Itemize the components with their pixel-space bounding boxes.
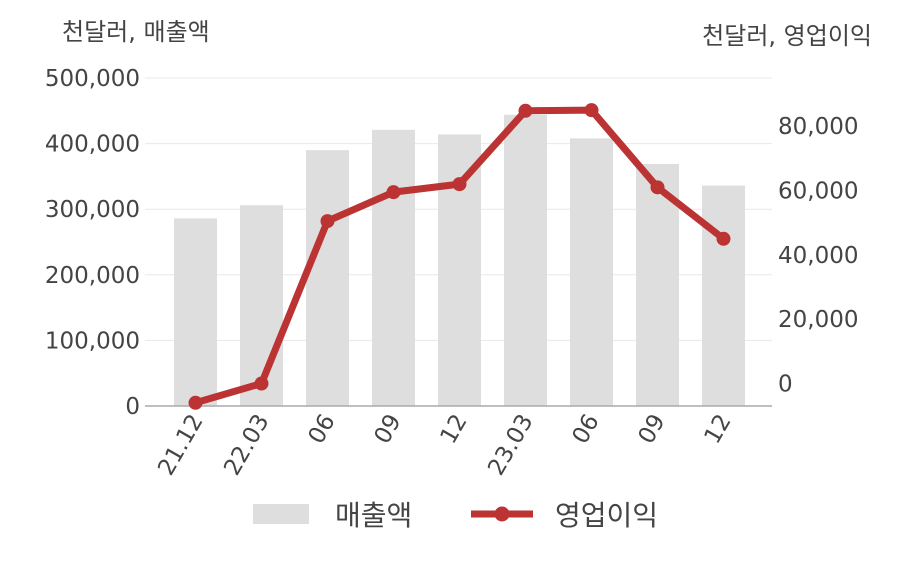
y-left-tick-label: 200,000 xyxy=(45,263,140,289)
revenue-bars xyxy=(174,114,745,407)
bar-revenue xyxy=(570,138,613,407)
x-tick-label: 12 xyxy=(700,410,737,448)
bar-revenue xyxy=(372,129,415,406)
x-tick-label: 09 xyxy=(370,410,407,448)
legend-swatch-revenue xyxy=(253,504,309,524)
point-operating-profit xyxy=(716,231,731,246)
bar-revenue xyxy=(306,150,349,406)
bar-revenue xyxy=(240,205,283,406)
y-left-tick-label: 100,000 xyxy=(45,328,140,354)
x-tick-label: 06 xyxy=(304,410,341,448)
legend-label-revenue: 매출액 xyxy=(335,499,413,532)
bar-revenue xyxy=(504,114,547,407)
operating-profit-line xyxy=(188,103,731,410)
point-operating-profit xyxy=(320,214,335,229)
right-axis-unit-label: 천달러, 영업이익 xyxy=(702,22,872,50)
x-tick-label: 09 xyxy=(634,410,671,448)
legend-swatch-operating-profit xyxy=(471,506,533,522)
x-tick-label: 06 xyxy=(568,410,605,448)
y-left-tick-label: 0 xyxy=(125,394,140,420)
bar-revenue xyxy=(174,218,217,406)
x-tick-label: 21.12 xyxy=(153,410,208,480)
point-operating-profit xyxy=(254,376,269,391)
legend-item-revenue: 매출액 xyxy=(253,492,412,536)
y-left-tick-label: 300,000 xyxy=(45,197,140,223)
tick-labels: 0 100,000 200,000 300,000 400,000 500,000 0 20,… xyxy=(45,66,859,480)
y-left-tick-label: 400,000 xyxy=(45,132,140,158)
legend-label-operating-profit: 영업이익 xyxy=(555,499,659,532)
y-left-tick-label: 500,000 xyxy=(45,66,140,92)
point-operating-profit xyxy=(518,103,533,118)
combo-chart: 0 100,000 200,000 300,000 400,000 500,000 0 20,… xyxy=(45,66,859,480)
point-operating-profit xyxy=(188,395,203,410)
y-right-tick-label: 60,000 xyxy=(778,179,858,205)
left-axis-unit-label: 천달러, 매출액 xyxy=(62,18,210,46)
chart-legend: 매출액 영업이익 xyxy=(0,492,908,536)
bar-revenue xyxy=(702,185,745,406)
point-operating-profit xyxy=(452,177,467,192)
x-tick-label: 22.03 xyxy=(219,410,274,480)
bar-revenue xyxy=(438,134,481,406)
point-operating-profit xyxy=(584,103,599,118)
point-operating-profit xyxy=(386,185,401,200)
legend-item-operating-profit: 영업이익 xyxy=(471,492,658,536)
y-right-tick-label: 0 xyxy=(778,371,793,397)
bar-revenue xyxy=(636,163,679,406)
point-operating-profit xyxy=(650,180,665,195)
x-tick-label: 12 xyxy=(436,410,473,448)
y-right-tick-label: 20,000 xyxy=(778,307,858,333)
y-right-tick-label: 40,000 xyxy=(778,243,858,269)
x-tick-label: 23.03 xyxy=(483,410,538,480)
y-right-tick-label: 80,000 xyxy=(778,114,858,140)
